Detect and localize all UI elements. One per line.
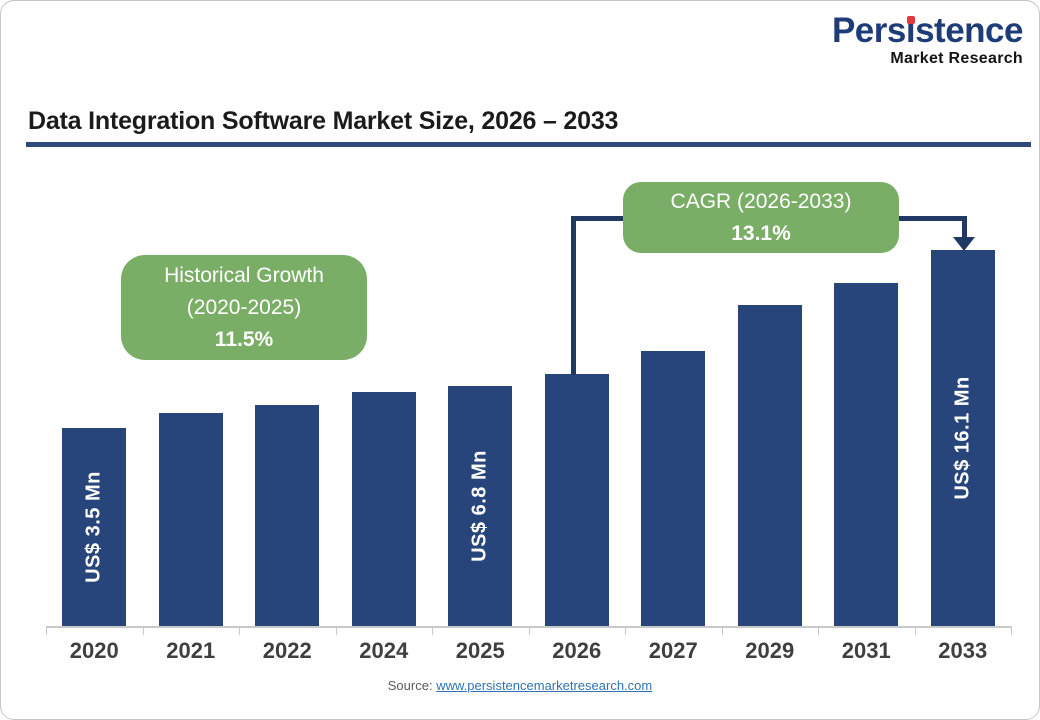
bar-value-label-2025: US$ 6.8 Mn — [468, 450, 491, 562]
bar-2026 — [544, 374, 609, 626]
title-underline — [26, 142, 1031, 147]
logo: Persı stence Market Research — [831, 11, 1024, 67]
x-axis-tick — [721, 626, 723, 635]
x-axis-tick — [142, 626, 144, 635]
logo-letter-i: ı — [905, 11, 916, 50]
source-label: Source: — [387, 678, 433, 693]
x-axis-label-2020: 2020 — [69, 638, 119, 663]
x-axis-tick — [335, 626, 337, 635]
bar-2033: US$ 16.1 Mn — [930, 250, 995, 626]
x-axis-tick — [239, 626, 240, 635]
x-axis-label-2029: 2029 — [745, 638, 795, 663]
bar-2020: US$ 3.5 Mn — [62, 428, 127, 626]
page-title: Data Integration Software Market Size, 2… — [28, 107, 619, 135]
bar-2027 — [641, 351, 706, 626]
x-axis-label-2033: 2033 — [938, 638, 988, 663]
x-axis-tick — [432, 626, 433, 635]
historical-growth-line2: (2020-2025) — [186, 296, 302, 319]
x-axis-label-2031: 2031 — [841, 638, 891, 663]
logo-brand-part3: stence — [915, 11, 1023, 50]
x-axis-label-2026: 2026 — [552, 638, 602, 663]
bar-2022 — [255, 405, 320, 626]
bar-value-label-2020: US$ 3.5 Mn — [82, 471, 105, 583]
logo-brand-text: Persı stence — [831, 11, 1024, 50]
historical-growth-annotation: Historical Growth (2020-2025) 11.5% — [121, 255, 367, 360]
source-link[interactable]: www.persistencemarketresearch.com — [436, 678, 653, 693]
bar-value-label-2033: US$ 16.1 Mn — [951, 376, 974, 500]
cagr-value: 13.1% — [731, 222, 791, 245]
x-axis-label-2027: 2027 — [648, 638, 698, 663]
x-axis-label-2025: 2025 — [455, 638, 505, 663]
logo-subtitle: Market Research — [890, 50, 1023, 67]
historical-growth-line1: Historical Growth — [164, 264, 324, 287]
arrow-down-icon — [953, 237, 975, 251]
bar-2021 — [158, 413, 223, 626]
bar-2024 — [351, 392, 416, 626]
bar-2025: US$ 6.8 Mn — [448, 386, 513, 626]
cagr-connector-left-vertical — [571, 216, 576, 375]
logo-red-dot-icon — [906, 16, 915, 24]
x-axis-label-2021: 2021 — [166, 638, 216, 663]
x-axis-label-2022: 2022 — [262, 638, 312, 663]
x-axis-tick — [528, 626, 530, 635]
x-axis-label-2024: 2024 — [359, 638, 409, 663]
cagr-connector-right-vertical — [962, 216, 967, 238]
x-axis-tick — [1011, 626, 1012, 635]
cagr-annotation: CAGR (2026-2033) 13.1% — [623, 182, 899, 253]
source-line: Source: www.persistencemarketresearch.co… — [1, 678, 1039, 693]
bar-2029 — [737, 305, 802, 626]
cagr-title: CAGR (2026-2033) — [670, 190, 852, 213]
x-axis-tick — [818, 626, 819, 635]
x-axis-tick — [625, 626, 626, 635]
logo-brand-part1: Pers — [831, 11, 906, 50]
x-axis-tick — [914, 626, 916, 635]
x-axis-tick — [46, 626, 47, 635]
bar-2031 — [834, 283, 899, 626]
historical-growth-value: 11.5% — [214, 328, 274, 351]
